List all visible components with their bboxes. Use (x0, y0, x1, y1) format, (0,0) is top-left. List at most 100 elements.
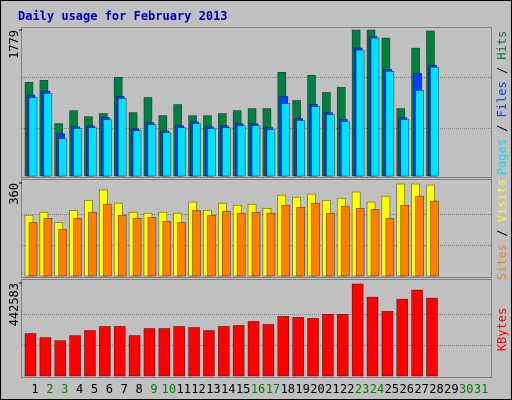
x-tick-label: 26 (400, 382, 414, 396)
bar (415, 195, 424, 277)
x-tick-label: 14 (221, 382, 235, 396)
x-tick-label: 6 (106, 382, 113, 396)
bar (177, 222, 186, 277)
x-tick-label: 17 (266, 382, 280, 396)
x-tick-label: 19 (295, 382, 309, 396)
bar (355, 49, 365, 177)
bar (147, 124, 157, 177)
bar (177, 127, 186, 177)
bar (188, 327, 200, 377)
bar (24, 333, 37, 377)
bar (251, 211, 261, 277)
bar (385, 70, 395, 177)
legend-separator: / (495, 125, 509, 132)
x-tick-label: 25 (385, 382, 399, 396)
x-tick-label: 8 (135, 382, 142, 396)
bar (340, 121, 350, 177)
x-tick-label: 29 (444, 382, 458, 396)
bar (340, 205, 350, 277)
bar (385, 218, 395, 277)
chart-title: Daily usage for February 2013 (18, 9, 228, 23)
legend-separator: / (495, 230, 509, 237)
bar (218, 326, 230, 377)
x-tick-label: 3 (61, 382, 68, 396)
bar (73, 128, 82, 177)
bar (28, 222, 38, 277)
bar (73, 218, 82, 277)
bar (426, 297, 438, 377)
x-tick-label: 1 (31, 382, 38, 396)
bar (400, 204, 410, 277)
bar (69, 335, 81, 377)
bar (162, 132, 172, 177)
x-tick-label: 13 (206, 382, 220, 396)
x-tick-label: 11 (176, 382, 190, 396)
bar (43, 218, 53, 277)
bar (88, 211, 97, 277)
x-tick-label: 30 (459, 382, 473, 396)
bar (158, 328, 171, 377)
bar (292, 317, 304, 377)
legend-entry: Hits (495, 31, 509, 60)
bar (232, 325, 245, 377)
bar (381, 311, 394, 377)
x-tick-label: 9 (150, 382, 157, 396)
bar (103, 119, 112, 177)
x-tick-label: 12 (191, 382, 205, 396)
bar (207, 128, 216, 177)
bar (351, 283, 364, 377)
bar (277, 316, 290, 377)
bar (400, 119, 410, 177)
y-tick-label: 442583 (7, 283, 21, 326)
bar (370, 209, 380, 277)
legend-entry: Sites (495, 244, 509, 280)
bar (117, 214, 127, 277)
x-tick-label: 23 (355, 382, 369, 396)
bar (88, 127, 97, 177)
bar (281, 204, 291, 277)
bar (266, 212, 276, 277)
x-tick-label: 20 (310, 382, 324, 396)
x-tick-label: 2 (46, 382, 53, 396)
bar (43, 93, 53, 177)
bar (326, 212, 335, 277)
bar (103, 203, 112, 277)
bar (117, 98, 127, 177)
bar (307, 318, 319, 377)
bar (58, 229, 68, 277)
bar (132, 130, 142, 177)
bar (58, 138, 68, 177)
legend-separator: / (495, 67, 509, 74)
bar (28, 97, 38, 177)
bar (411, 289, 423, 377)
legend-entry: Pages (495, 139, 509, 175)
bar (355, 208, 365, 277)
y-tick-label: 1779 (7, 30, 21, 59)
bar (113, 326, 126, 377)
legend: Pages / Files / Hits (495, 31, 509, 176)
bar (222, 127, 231, 177)
bar (192, 210, 201, 277)
bar (366, 296, 379, 377)
bar (247, 321, 260, 377)
bar (173, 326, 185, 377)
bar (311, 202, 320, 277)
bar (251, 125, 261, 177)
bar (311, 106, 320, 177)
legend: KBytes (495, 308, 509, 351)
x-tick-label: 21 (325, 382, 339, 396)
bar (39, 337, 52, 377)
bar (430, 66, 439, 177)
x-tick-label: 10 (162, 382, 176, 396)
bar (236, 125, 246, 177)
legend-entry: Visits (495, 179, 509, 222)
bar (222, 211, 231, 277)
y-tick-label: 360 (7, 183, 21, 205)
bar (415, 90, 424, 177)
bar (132, 218, 142, 277)
x-tick-label: 4 (76, 382, 83, 396)
bar (262, 324, 275, 377)
bar (396, 298, 409, 377)
bar (128, 335, 141, 377)
